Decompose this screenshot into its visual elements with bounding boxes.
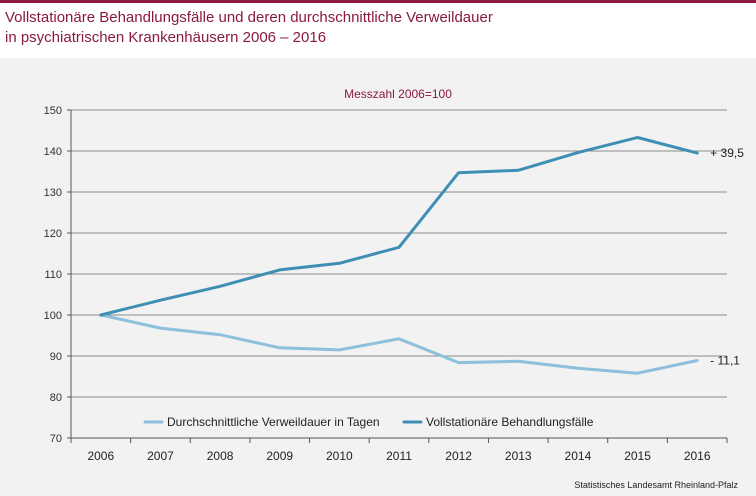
y-tick-label-110: 110: [44, 269, 62, 281]
y-tick-label-140: 140: [44, 146, 62, 158]
y-tick-label-120: 120: [44, 228, 62, 240]
x-tick-label-2014: 2014: [565, 449, 592, 463]
y-tick-label-80: 80: [50, 392, 62, 404]
x-tick-label-2006: 2006: [87, 449, 114, 463]
legend-cases-label: Vollstationäre Behandlungsfälle: [426, 415, 594, 429]
x-tick-label-2013: 2013: [505, 449, 532, 463]
y-tick-label-130: 130: [44, 187, 62, 199]
x-tick-label-2011: 2011: [386, 449, 412, 463]
x-tick-label-2008: 2008: [207, 449, 234, 463]
y-tick-labels: 150 140 130 120 110 100 90 80 70: [44, 105, 62, 445]
axes: [67, 109, 728, 443]
x-tick-labels: 2006 2007 2008 2009 2010 2011 2012 2013 2014 2015…: [87, 449, 710, 463]
chart-title-line-1: Vollstationäre Behandlungsfälle und dere…: [5, 9, 493, 26]
x-tick-label-2007: 2007: [147, 449, 174, 463]
top-accent-rule: [0, 0, 756, 3]
legend-duration-label: Durchschnittliche Verweildauer in Tagen: [167, 415, 380, 429]
series-lines: [99, 136, 699, 375]
duration-series-line: [99, 313, 699, 375]
cases-series-end-label: + 39,5: [710, 146, 744, 160]
x-tick-label-2012: 2012: [445, 449, 472, 463]
chart-title: Vollstationäre Behandlungsfälle und dere…: [5, 8, 745, 48]
source-note: Statistisches Landesamt Rheinland-Pfalz: [574, 480, 738, 490]
chart-subtitle: Messzahl 2006=100: [344, 87, 452, 101]
chart-panel: Messzahl 2006=100 150 140 130 120 110 100 90 80…: [0, 58, 756, 496]
gridlines: [71, 109, 727, 398]
end-labels: - 11,1 + 39,5: [710, 146, 744, 367]
cases-series-line: [99, 136, 699, 317]
y-tick-label-90: 90: [50, 351, 62, 363]
x-tick-label-2009: 2009: [266, 449, 293, 463]
x-tick-label-2015: 2015: [624, 449, 651, 463]
x-tick-label-2016: 2016: [684, 449, 711, 463]
duration-series-end-label: - 11,1: [710, 354, 740, 368]
chart-title-line-2: in psychiatrischen Krankenhäusern 2006 –…: [5, 29, 327, 46]
y-tick-label-70: 70: [50, 433, 62, 445]
y-tick-label-100: 100: [44, 310, 62, 322]
y-tick-label-150: 150: [44, 105, 62, 117]
x-tick-label-2010: 2010: [326, 449, 353, 463]
line-chart: Messzahl 2006=100 150 140 130 120 110 100 90 80…: [44, 87, 745, 490]
legend: Durchschnittliche Verweildauer in Tagen V…: [143, 415, 594, 429]
